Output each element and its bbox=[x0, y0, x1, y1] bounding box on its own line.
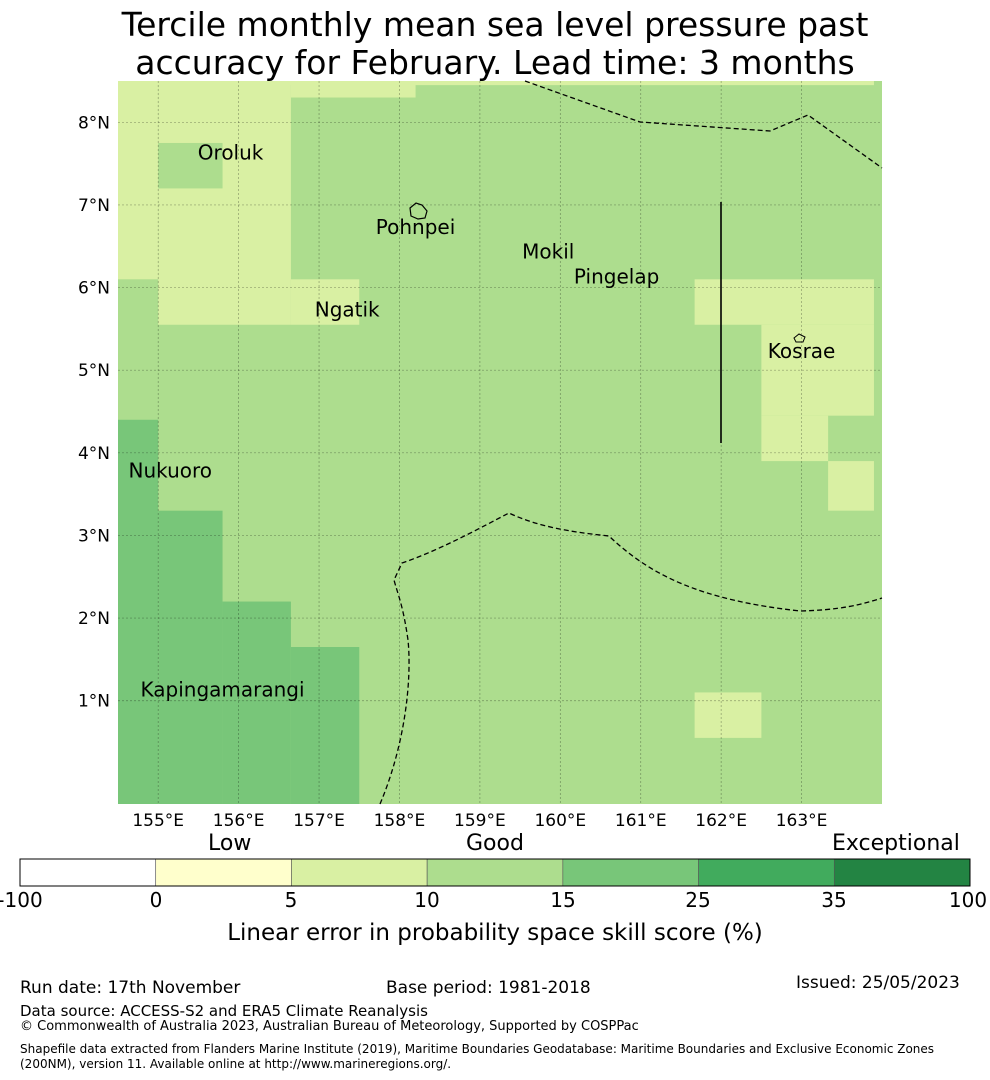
skill-cell-5-10 bbox=[828, 461, 874, 511]
colorbar-segment bbox=[833, 858, 971, 887]
skill-cell-5-10 bbox=[694, 279, 874, 325]
island-outlines bbox=[409, 202, 806, 343]
kosrae-island-outline bbox=[793, 333, 806, 343]
longitude-tick-label: 160°E bbox=[534, 811, 586, 831]
place-label-oroluk: Oroluk bbox=[198, 140, 264, 164]
eez-boundary-south-arc bbox=[379, 512, 883, 805]
map-axes: 155°E 156°E 157°E 158°E 159°E 160°E 161°E 162°E… bbox=[78, 113, 827, 831]
skill-cell-5-10 bbox=[158, 81, 291, 325]
colorbar-heading-low: Low bbox=[208, 831, 252, 856]
longitude-tick-label: 163°E bbox=[776, 811, 828, 831]
latitude-tick-label: 4°N bbox=[78, 444, 110, 464]
copyright-notice: © Commonwealth of Australia 2023, Austra… bbox=[20, 1019, 639, 1034]
latitude-tick-label: 1°N bbox=[78, 692, 110, 712]
shapefile-credit-line-2: (200NM), version 11. Available online at… bbox=[20, 1057, 452, 1071]
colorbar-tick-label: 0 bbox=[149, 888, 163, 912]
colorbar-tick-label: -100 bbox=[0, 888, 43, 912]
colorbar-tick-label: 25 bbox=[685, 888, 711, 912]
shapefile-credit-line-1: Shapefile data extracted from Flanders M… bbox=[20, 1042, 935, 1056]
colorbar-segment bbox=[19, 858, 157, 887]
skill-cell-15-25 bbox=[222, 601, 291, 804]
colorbar-tick-label: 10 bbox=[414, 888, 440, 912]
place-label-kosrae: Kosrae bbox=[768, 339, 836, 363]
skill-cell-5-10 bbox=[761, 324, 874, 416]
skill-cell-5-10 bbox=[118, 81, 159, 280]
latitude-tick-label: 3°N bbox=[78, 526, 110, 546]
colorbar-segment bbox=[562, 858, 699, 887]
longitude-tick-label: 159°E bbox=[454, 811, 506, 831]
longitude-tick-label: 158°E bbox=[374, 811, 426, 831]
colorbar-segment bbox=[291, 858, 428, 887]
colorbar-segment bbox=[698, 858, 835, 887]
run-date: Run date: 17th November bbox=[20, 978, 241, 998]
colorbar-heading-good: Good bbox=[466, 831, 524, 856]
colorbar-segment bbox=[426, 858, 564, 887]
skill-cell-15-25 bbox=[158, 510, 223, 804]
skill-cell-10-15 bbox=[158, 142, 223, 189]
colorbar-axis-label: Linear error in probability space skill … bbox=[227, 920, 763, 946]
colorbar-tick-label: 100 bbox=[948, 888, 988, 912]
colorbar-tick-label: 5 bbox=[284, 888, 298, 912]
latitude-tick-label: 7°N bbox=[78, 196, 110, 216]
skill-cell-15-25 bbox=[290, 647, 360, 804]
colorbar bbox=[19, 858, 971, 887]
chart-title: Tercile monthly mean sea level pressure … bbox=[0, 6, 990, 82]
data-source: Data source: ACCESS-S2 and ERA5 Climate … bbox=[20, 1002, 428, 1020]
skill-cell-5-10 bbox=[118, 81, 874, 86]
longitude-tick-label: 155°E bbox=[132, 811, 184, 831]
eez-boundaries bbox=[379, 80, 883, 805]
skill-cells bbox=[118, 81, 874, 804]
skill-cell-15-25 bbox=[118, 419, 159, 804]
title-line-2: accuracy for February. Lead time: 3 mont… bbox=[135, 43, 855, 82]
title-line-1: Tercile monthly mean sea level pressure … bbox=[121, 5, 869, 44]
skill-cell-5-10 bbox=[290, 279, 360, 325]
place-label-nukuoro: Nukuoro bbox=[129, 459, 213, 483]
longitude-tick-label: 161°E bbox=[615, 811, 667, 831]
eez-boundary-north bbox=[524, 80, 883, 169]
place-label-ngatik: Ngatik bbox=[315, 297, 380, 321]
colorbar-frame bbox=[19, 858, 971, 887]
longitude-tick-label: 162°E bbox=[695, 811, 747, 831]
latitude-tick-label: 5°N bbox=[78, 361, 110, 381]
latitude-tick-label: 2°N bbox=[78, 609, 110, 629]
skill-cell-5-10 bbox=[694, 692, 762, 738]
colorbar-tick-label: 15 bbox=[550, 888, 576, 912]
skill-cell-5-10 bbox=[290, 81, 416, 98]
pohnpei-island-outline bbox=[409, 202, 428, 220]
longitude-tick-label: 156°E bbox=[213, 811, 265, 831]
longitude-tick-label: 157°E bbox=[293, 811, 345, 831]
place-label-kapingamarangi: Kapingamarangi bbox=[141, 678, 305, 702]
latitude-tick-label: 6°N bbox=[78, 279, 110, 299]
colorbar-heading-exceptional: Exceptional bbox=[832, 831, 960, 856]
place-label-pingelap: Pingelap bbox=[574, 264, 659, 288]
place-label-mokil: Mokil bbox=[522, 240, 574, 264]
colorbar-segment bbox=[155, 858, 292, 887]
issued-date: Issued: 25/05/2023 bbox=[796, 973, 960, 993]
colorbar-tick-label: 35 bbox=[821, 888, 847, 912]
map-gridlines bbox=[118, 81, 882, 804]
skill-cell-5-10 bbox=[761, 415, 829, 462]
place-label-pohnpei: Pohnpei bbox=[376, 215, 456, 239]
shapefile-credit: Shapefile data extracted from Flanders M… bbox=[20, 1042, 960, 1072]
base-period: Base period: 1981-2018 bbox=[386, 978, 591, 998]
latitude-tick-label: 8°N bbox=[78, 113, 110, 133]
